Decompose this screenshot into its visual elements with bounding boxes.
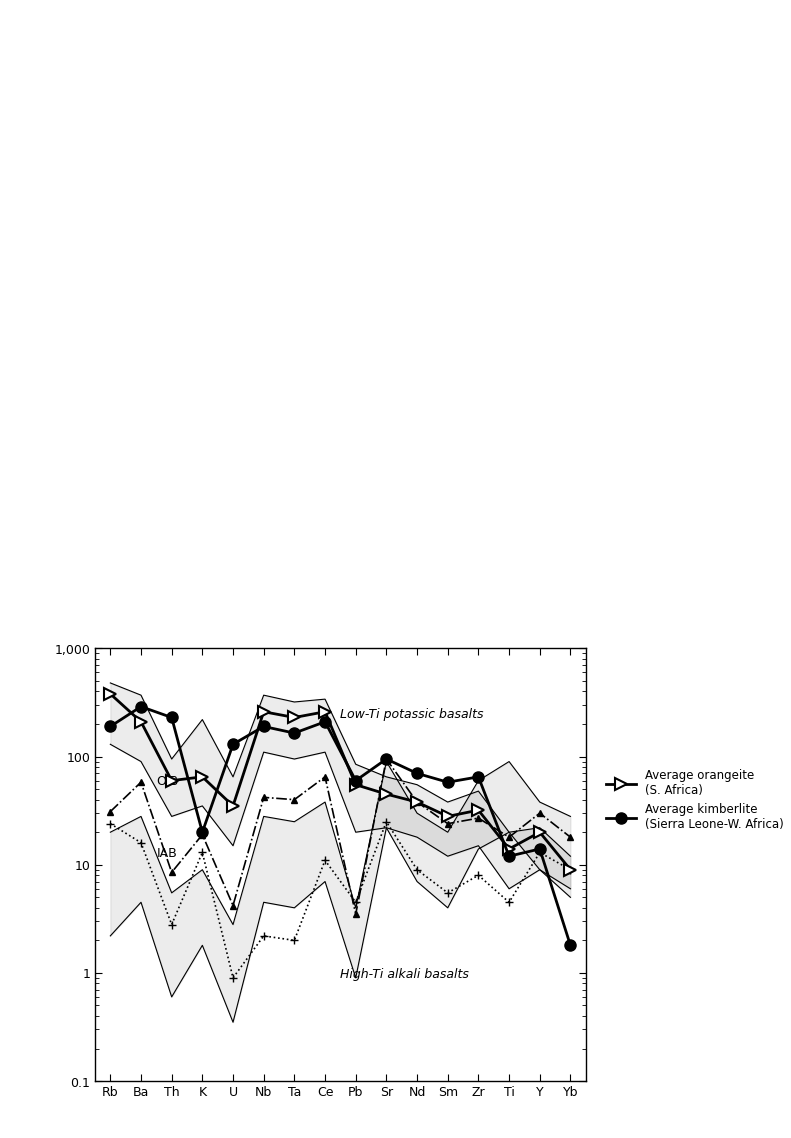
- Average kimberlite
(Sierra Leone-W. Africa): [566, 939, 575, 953]
- Average orangeite
(S. Africa): [350, 778, 360, 792]
- OIB: [443, 817, 452, 831]
- IAB: [320, 854, 330, 867]
- OIB: [504, 831, 513, 844]
- Average kimberlite
(Sierra Leone-W. Africa): [412, 767, 422, 781]
- Average orangeite
(S. Africa): [381, 787, 391, 801]
- Average orangeite
(S. Africa): [443, 810, 452, 824]
- Legend: Average orangeite
(S. Africa), Average kimberlite
(Sierra Leone-W. Africa): Average orangeite (S. Africa), Average k…: [601, 765, 788, 835]
- IAB: [504, 896, 513, 909]
- OIB: [350, 907, 360, 921]
- Line: IAB: IAB: [106, 818, 574, 982]
- IAB: [198, 846, 207, 859]
- Average kimberlite
(Sierra Leone-W. Africa): [320, 715, 330, 728]
- IAB: [136, 836, 146, 850]
- IAB: [566, 863, 575, 876]
- Average kimberlite
(Sierra Leone-W. Africa): [167, 711, 176, 725]
- Average orangeite
(S. Africa): [473, 803, 483, 817]
- Average orangeite
(S. Africa): [504, 842, 513, 856]
- Average orangeite
(S. Africa): [167, 774, 176, 787]
- Average kimberlite
(Sierra Leone-W. Africa): [443, 775, 452, 789]
- OIB: [473, 811, 483, 825]
- IAB: [259, 929, 268, 942]
- Average orangeite
(S. Africa): [259, 706, 268, 719]
- Average kimberlite
(Sierra Leone-W. Africa): [535, 842, 544, 856]
- OIB: [566, 831, 575, 844]
- OIB: [290, 793, 299, 807]
- IAB: [535, 846, 544, 859]
- Average orangeite
(S. Africa): [198, 770, 207, 784]
- Average kimberlite
(Sierra Leone-W. Africa): [228, 737, 237, 751]
- Line: OIB: OIB: [107, 756, 573, 917]
- Average orangeite
(S. Africa): [320, 706, 330, 719]
- Average kimberlite
(Sierra Leone-W. Africa): [350, 774, 360, 787]
- IAB: [290, 933, 299, 947]
- IAB: [228, 971, 237, 984]
- OIB: [259, 791, 268, 805]
- IAB: [105, 817, 115, 831]
- Text: High-Ti alkali basalts: High-Ti alkali basalts: [340, 968, 469, 981]
- Average kimberlite
(Sierra Leone-W. Africa): [105, 720, 115, 734]
- OIB: [320, 770, 330, 784]
- IAB: [473, 868, 483, 882]
- Average orangeite
(S. Africa): [412, 795, 422, 809]
- Line: Average orangeite
(S. Africa): Average orangeite (S. Africa): [104, 688, 576, 875]
- Text: OIB: OIB: [157, 775, 178, 787]
- Average orangeite
(S. Africa): [290, 711, 299, 725]
- OIB: [136, 775, 146, 789]
- Line: Average kimberlite
(Sierra Leone-W. Africa): Average kimberlite (Sierra Leone-W. Afri…: [104, 701, 576, 951]
- Text: IAB: IAB: [157, 847, 177, 859]
- IAB: [443, 887, 452, 900]
- Average kimberlite
(Sierra Leone-W. Africa): [259, 720, 268, 734]
- Average orangeite
(S. Africa): [228, 799, 237, 813]
- Average orangeite
(S. Africa): [105, 687, 115, 701]
- Average orangeite
(S. Africa): [136, 715, 146, 728]
- OIB: [228, 899, 237, 913]
- Average kimberlite
(Sierra Leone-W. Africa): [290, 726, 299, 740]
- Average orangeite
(S. Africa): [566, 863, 575, 876]
- OIB: [412, 795, 422, 809]
- Average kimberlite
(Sierra Leone-W. Africa): [198, 825, 207, 839]
- OIB: [198, 828, 207, 842]
- IAB: [412, 863, 422, 876]
- OIB: [535, 807, 544, 820]
- Text: Low-Ti potassic basalts: Low-Ti potassic basalts: [340, 708, 483, 720]
- OIB: [167, 866, 176, 880]
- Average kimberlite
(Sierra Leone-W. Africa): [473, 770, 483, 784]
- OIB: [381, 752, 391, 766]
- OIB: [105, 805, 115, 818]
- IAB: [350, 896, 360, 909]
- Average kimberlite
(Sierra Leone-W. Africa): [136, 700, 146, 714]
- IAB: [381, 815, 391, 828]
- Average orangeite
(S. Africa): [535, 825, 544, 839]
- IAB: [167, 918, 176, 932]
- Average kimberlite
(Sierra Leone-W. Africa): [381, 752, 391, 766]
- Average kimberlite
(Sierra Leone-W. Africa): [504, 849, 513, 863]
